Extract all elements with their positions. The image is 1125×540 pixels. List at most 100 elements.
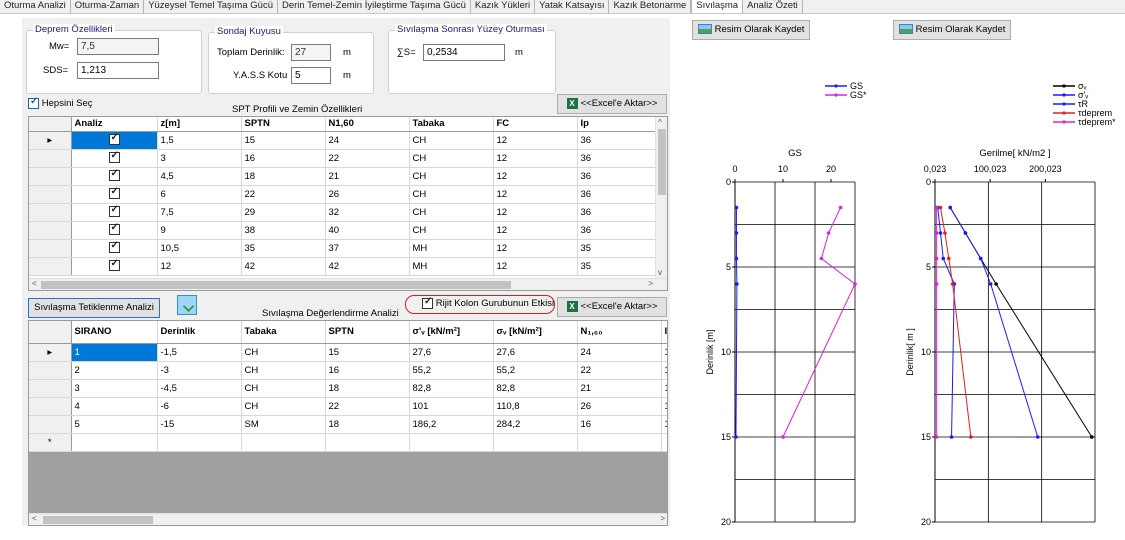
table-cell[interactable]: 12 [493,149,578,168]
liq-col-header[interactable]: N₁,₆₀ [577,321,662,344]
table-cell[interactable]: -3 [157,361,242,380]
table-cell[interactable]: 18 [325,379,410,398]
table-cell[interactable]: 21 [325,167,410,186]
tab-7[interactable]: Sıvılaşma [691,0,744,13]
analysis-check-icon[interactable] [108,258,120,272]
spt-horizontal-scrollbar[interactable]: < > [29,278,667,290]
table-cell[interactable]: 18 [325,415,410,434]
table-cell[interactable]: 12 [157,257,242,276]
table-cell[interactable]: 12 [493,239,578,258]
table-cell[interactable]: MH [409,239,494,258]
spt-vertical-scrollbar[interactable]: ^ v [655,117,667,278]
table-cell[interactable]: 18 [241,167,326,186]
table-cell[interactable]: 12 [661,415,667,434]
table-cell[interactable]: 16 [325,361,410,380]
row-header[interactable] [29,167,72,186]
table-cell[interactable]: 82,8 [409,379,494,398]
row-header[interactable]: ▸ [29,343,72,362]
table-cell[interactable]: CH [409,149,494,168]
analysis-check-icon[interactable] [108,186,120,200]
table-cell[interactable]: 5 [71,415,158,434]
analysis-checkbox-cell[interactable] [71,149,158,168]
table-cell[interactable]: 21 [577,379,662,398]
table-cell[interactable]: CH [241,379,326,398]
table-cell[interactable]: 82,8 [493,379,578,398]
table-cell[interactable]: SM [241,415,326,434]
table-cell[interactable]: 35 [577,239,656,258]
liq-col-header[interactable]: SIRANO [71,321,158,344]
table-cell[interactable]: 15 [241,131,326,150]
table-cell[interactable]: 1 [71,343,158,362]
liq-hscroll-thumb[interactable] [43,516,153,524]
spt-col-header[interactable]: FC [493,117,578,132]
table-cell[interactable]: 3 [71,379,158,398]
spt-col-header[interactable]: Ip [577,117,656,132]
table-cell[interactable]: 26 [325,185,410,204]
table-cell[interactable]: 12 [661,379,667,398]
table-cell[interactable]: MH [409,257,494,276]
settlement-sum-field[interactable]: 0,2534 [423,44,505,61]
scroll-right-icon[interactable]: > [660,514,665,523]
tab-8[interactable]: Analiz Özeti [743,0,803,13]
analysis-check-icon[interactable] [108,204,120,218]
table-cell[interactable]: 12 [661,361,667,380]
table-cell[interactable]: 32 [325,203,410,222]
liq-horizontal-scrollbar[interactable]: < > [29,513,667,525]
table-cell[interactable]: 16 [577,415,662,434]
table-cell[interactable]: 12 [493,203,578,222]
table-cell[interactable]: 9 [157,221,242,240]
table-cell[interactable]: 36 [577,221,656,240]
analysis-checkbox-cell[interactable] [71,221,158,240]
table-cell[interactable]: 22 [241,185,326,204]
table-cell[interactable]: 12 [493,131,578,150]
analysis-checkbox-cell[interactable] [71,203,158,222]
table-cell[interactable]: 36 [577,167,656,186]
table-cell[interactable]: CH [409,131,494,150]
table-cell[interactable]: 22 [577,361,662,380]
analysis-checkbox-cell[interactable] [71,257,158,276]
table-cell[interactable]: CH [409,203,494,222]
table-cell[interactable]: 101 [409,397,494,416]
table-cell[interactable]: 38 [241,221,326,240]
liq-col-header[interactable]: Tabaka [241,321,326,344]
row-header[interactable] [29,379,72,398]
liq-col-header[interactable]: σᵥ [kN/m²] [493,321,578,344]
analysis-check-icon[interactable] [108,168,120,182]
table-cell[interactable]: 22 [325,397,410,416]
table-cell[interactable]: 24 [325,131,410,150]
liq-col-header[interactable]: SPTN [325,321,410,344]
rigid-column-checkbox[interactable]: Rijit Kolon Gurubunun Etkisi [422,296,554,309]
scroll-right-icon[interactable]: > [648,279,653,288]
scroll-up-icon[interactable]: ^ [658,118,662,127]
table-cell[interactable]: CH [409,167,494,186]
tab-3[interactable]: Derin Temel-Zemin İyileştirme Taşıma Güc… [278,0,471,13]
table-cell[interactable]: 4,5 [157,167,242,186]
table-cell[interactable]: 284,2 [493,415,578,434]
analysis-checkbox-cell[interactable] [71,239,158,258]
table-cell[interactable]: 36 [577,203,656,222]
scroll-down-icon[interactable]: v [658,268,662,277]
table-cell[interactable]: CH [409,221,494,240]
row-header[interactable] [29,397,72,416]
table-cell[interactable]: 35 [577,257,656,276]
table-cell[interactable]: CH [241,397,326,416]
table-cell[interactable]: 26 [577,397,662,416]
table-cell[interactable]: CH [409,185,494,204]
liq-export-button[interactable]: X <<Excel'e Aktar>> [557,297,667,317]
analysis-checkbox-cell[interactable] [71,185,158,204]
tab-1[interactable]: Oturma-Zaman [71,0,145,13]
mw-field[interactable]: 7,5 [77,38,159,55]
table-cell[interactable]: 4 [71,397,158,416]
row-header[interactable] [29,203,72,222]
tab-0[interactable]: Oturma Analizi [0,0,71,13]
water-level-field[interactable]: 5 [291,67,331,84]
liquefaction-trigger-button[interactable]: Sıvılaşma Tetiklenme Analizi [28,298,160,318]
table-cell[interactable]: 42 [325,257,410,276]
